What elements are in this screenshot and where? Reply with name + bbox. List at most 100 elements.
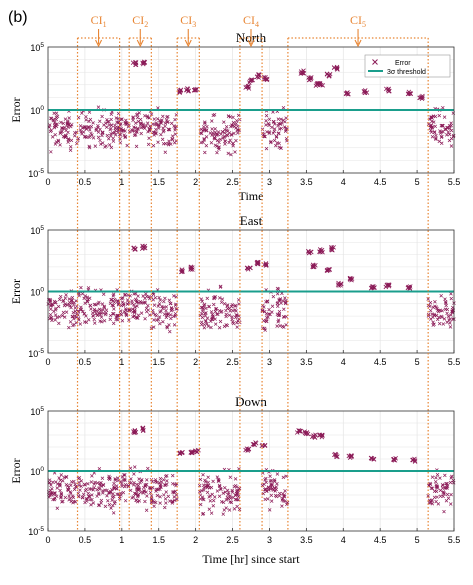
error-marker	[440, 308, 444, 313]
error-marker	[98, 119, 102, 123]
error-marker	[216, 312, 220, 316]
error-marker-elevated	[255, 261, 261, 267]
error-marker	[284, 116, 288, 120]
error-marker	[285, 502, 289, 507]
error-marker	[236, 319, 240, 323]
error-marker	[269, 493, 274, 498]
error-marker	[123, 135, 127, 140]
error-marker	[87, 144, 91, 149]
error-marker	[434, 489, 439, 494]
error-marker	[48, 307, 53, 311]
error-marker	[63, 133, 68, 138]
legend-error-label: Error	[395, 60, 411, 67]
error-marker	[152, 318, 156, 322]
error-marker	[267, 508, 272, 512]
error-marker	[445, 484, 450, 488]
plot-frame	[47, 229, 455, 354]
error-marker	[225, 133, 230, 138]
error-marker	[164, 501, 168, 505]
error-marker	[278, 298, 282, 302]
error-marker	[211, 498, 216, 503]
error-marker	[438, 131, 443, 135]
error-marker	[52, 492, 56, 497]
error-marker-elevated	[190, 265, 195, 270]
error-marker	[139, 311, 144, 315]
error-marker	[440, 123, 445, 128]
error-marker	[99, 142, 103, 146]
error-marker	[201, 140, 205, 145]
error-marker-elevated	[247, 78, 253, 84]
y-tick-label: 10-5	[28, 168, 44, 179]
error-marker	[104, 308, 109, 312]
error-marker	[283, 296, 287, 300]
error-marker	[84, 320, 89, 325]
error-marker	[157, 124, 161, 128]
error-marker	[283, 489, 287, 493]
error-marker	[445, 133, 449, 137]
error-marker	[121, 128, 126, 132]
error-marker	[274, 143, 278, 148]
error-marker	[48, 313, 53, 317]
error-marker	[224, 308, 228, 313]
error-marker	[222, 508, 227, 512]
error-marker	[155, 493, 160, 498]
error-marker	[83, 294, 88, 298]
interval-label: CI4	[243, 13, 259, 29]
x-tick-label: 5.5	[448, 357, 461, 367]
error-marker	[217, 308, 222, 313]
error-marker	[59, 473, 64, 477]
error-marker	[207, 305, 211, 309]
error-marker	[267, 131, 271, 135]
x-tick-label: 1.5	[152, 177, 165, 187]
error-marker	[223, 127, 227, 132]
error-marker	[264, 123, 268, 127]
error-marker	[98, 312, 102, 317]
error-marker	[430, 312, 434, 316]
error-marker	[145, 478, 149, 482]
error-marker	[56, 139, 61, 144]
error-marker	[200, 488, 204, 493]
error-marker-elevated	[178, 87, 184, 93]
error-marker-elevated	[250, 77, 256, 83]
error-marker	[215, 489, 220, 493]
error-marker-elevated	[331, 65, 337, 70]
error-marker	[142, 489, 147, 494]
error-marker	[116, 302, 121, 307]
error-marker	[275, 472, 280, 476]
error-marker	[114, 315, 118, 319]
error-marker	[449, 128, 454, 133]
error-marker-elevated	[317, 433, 322, 438]
error-marker	[61, 479, 65, 483]
error-marker	[102, 319, 107, 323]
error-marker-elevated	[327, 73, 332, 78]
error-marker	[234, 121, 238, 126]
error-marker	[73, 314, 77, 318]
error-marker	[61, 134, 66, 139]
error-marker	[96, 105, 101, 109]
error-marker	[428, 500, 433, 505]
error-marker	[266, 485, 271, 489]
error-marker	[78, 322, 83, 326]
error-marker-elevated	[335, 66, 340, 71]
error-marker	[265, 299, 270, 303]
error-marker	[263, 497, 267, 502]
error-marker	[266, 121, 271, 126]
error-marker	[115, 492, 119, 497]
error-marker	[159, 480, 164, 484]
error-marker	[163, 121, 168, 126]
error-marker	[431, 323, 435, 327]
error-marker	[277, 131, 281, 135]
error-marker	[144, 306, 149, 311]
error-marker	[132, 309, 137, 313]
error-marker	[153, 479, 158, 484]
error-marker	[165, 313, 170, 318]
error-marker	[87, 494, 92, 499]
error-marker	[67, 123, 71, 127]
error-marker-elevated	[417, 95, 422, 101]
error-marker	[223, 139, 227, 143]
error-marker	[206, 480, 210, 485]
error-marker	[276, 320, 280, 324]
error-marker	[148, 124, 152, 129]
error-marker	[69, 491, 73, 495]
error-marker	[59, 126, 64, 130]
